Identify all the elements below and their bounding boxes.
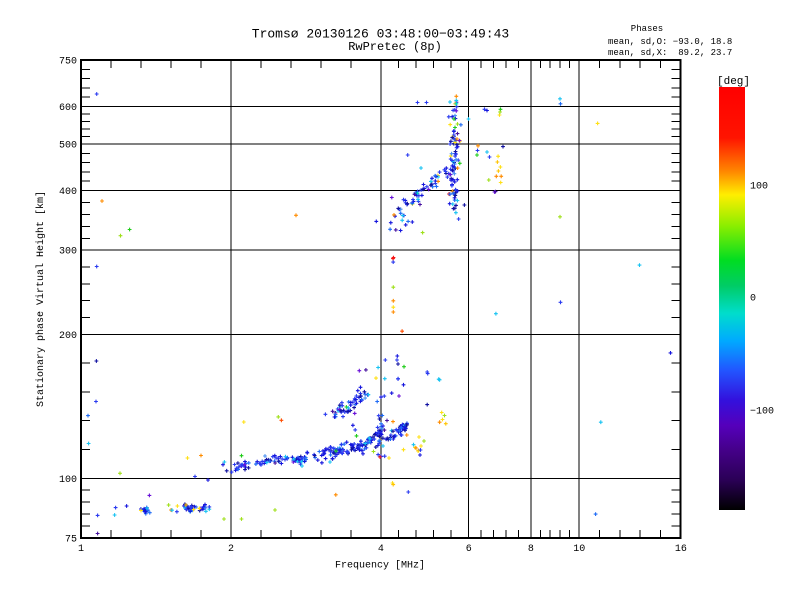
svg-text:16: 16 <box>675 544 687 555</box>
svg-text:6: 6 <box>466 544 472 555</box>
svg-text:Tromsø 20130126 03:48:00−03:49: Tromsø 20130126 03:48:00−03:49:43 <box>252 27 509 42</box>
svg-text:400: 400 <box>59 187 77 198</box>
svg-text:RwPretec (8p): RwPretec (8p) <box>348 40 442 54</box>
svg-text:mean, sd,O: −93.0, 18.8: mean, sd,O: −93.0, 18.8 <box>608 37 732 47</box>
svg-text:Frequency [MHz]: Frequency [MHz] <box>335 560 425 572</box>
svg-text:0: 0 <box>750 294 756 305</box>
svg-text:[deg]: [deg] <box>717 76 750 88</box>
svg-text:500: 500 <box>59 141 77 152</box>
svg-text:600: 600 <box>59 103 77 114</box>
svg-text:Phases: Phases <box>631 24 663 34</box>
svg-text:200: 200 <box>59 331 77 342</box>
svg-text:2: 2 <box>228 544 234 555</box>
svg-text:1: 1 <box>78 544 84 555</box>
svg-text:75: 75 <box>65 535 77 546</box>
svg-text:100: 100 <box>59 475 77 486</box>
svg-text:750: 750 <box>59 57 77 68</box>
svg-text:4: 4 <box>378 544 384 555</box>
svg-text:8: 8 <box>528 544 534 555</box>
svg-text:100: 100 <box>750 182 768 193</box>
svg-text:10: 10 <box>573 544 585 555</box>
svg-text:300: 300 <box>59 247 77 258</box>
svg-text:mean, sd,X: 89.2, 23.7: mean, sd,X: 89.2, 23.7 <box>608 48 732 58</box>
svg-text:−100: −100 <box>750 407 774 418</box>
svg-text:Stationary phase Virtual Heigh: Stationary phase Virtual Height [km] <box>35 191 47 407</box>
